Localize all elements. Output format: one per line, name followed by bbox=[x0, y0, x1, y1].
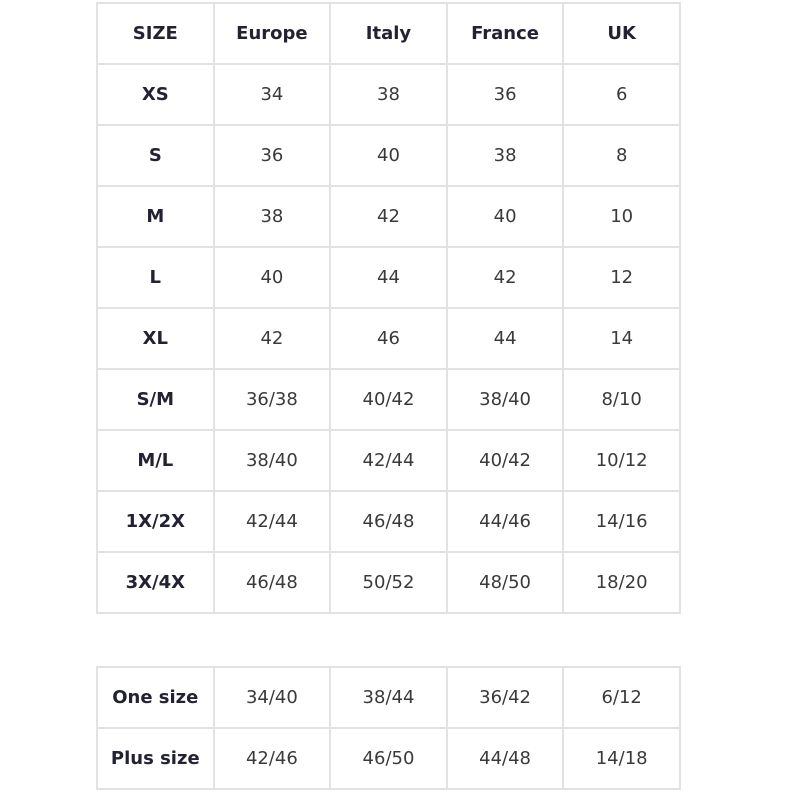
size-value: 10/12 bbox=[562, 429, 681, 492]
size-value: 44 bbox=[329, 246, 448, 309]
size-value: 46 bbox=[329, 307, 448, 370]
table-row: M/L 38/40 42/44 40/42 10/12 bbox=[96, 429, 681, 492]
size-value: 36 bbox=[212, 124, 332, 187]
size-value: 38/40 bbox=[445, 368, 565, 431]
size-value: 44/48 bbox=[445, 727, 565, 790]
size-value: 38 bbox=[212, 185, 332, 248]
size-value: 8 bbox=[562, 124, 681, 187]
size-value: 8/10 bbox=[562, 368, 681, 431]
size-label: S bbox=[96, 124, 215, 187]
table-row: Plus size 42/46 46/50 44/48 14/18 bbox=[96, 727, 681, 790]
size-value: 42/46 bbox=[212, 727, 332, 790]
size-value: 40 bbox=[329, 124, 448, 187]
size-value: 36/42 bbox=[445, 666, 565, 729]
size-value: 36 bbox=[445, 63, 565, 126]
size-label: Plus size bbox=[96, 727, 215, 790]
size-value: 14/16 bbox=[562, 490, 681, 553]
size-value: 44/46 bbox=[445, 490, 565, 553]
size-value: 38 bbox=[329, 63, 448, 126]
size-label: 1X/2X bbox=[96, 490, 215, 553]
size-value: 42 bbox=[212, 307, 332, 370]
column-header: Europe bbox=[212, 2, 332, 65]
table-row: M 38 42 40 10 bbox=[96, 185, 681, 248]
table-row: One size 34/40 38/44 36/42 6/12 bbox=[96, 666, 681, 729]
size-value: 42 bbox=[329, 185, 448, 248]
size-label: L bbox=[96, 246, 215, 309]
size-value: 44 bbox=[445, 307, 565, 370]
table-row: S 36 40 38 8 bbox=[96, 124, 681, 187]
table-header-row: SIZE Europe Italy France UK bbox=[96, 2, 681, 65]
size-value: 38/40 bbox=[212, 429, 332, 492]
size-value: 36/38 bbox=[212, 368, 332, 431]
size-label: One size bbox=[96, 666, 215, 729]
size-value: 40/42 bbox=[445, 429, 565, 492]
size-value: 38 bbox=[445, 124, 565, 187]
table-row: 1X/2X 42/44 46/48 44/46 14/16 bbox=[96, 490, 681, 553]
size-value: 40/42 bbox=[329, 368, 448, 431]
size-value: 6/12 bbox=[562, 666, 681, 729]
size-label: M/L bbox=[96, 429, 215, 492]
size-value: 46/50 bbox=[329, 727, 448, 790]
size-label: S/M bbox=[96, 368, 215, 431]
size-value: 50/52 bbox=[329, 551, 448, 614]
size-label: M bbox=[96, 185, 215, 248]
general-size-table: One size 34/40 38/44 36/42 6/12 Plus size 42/4… bbox=[96, 666, 681, 790]
size-value: 12 bbox=[562, 246, 681, 309]
column-header: France bbox=[445, 2, 565, 65]
size-label: XL bbox=[96, 307, 215, 370]
size-value: 14 bbox=[562, 307, 681, 370]
size-value: 18/20 bbox=[562, 551, 681, 614]
size-value: 46/48 bbox=[212, 551, 332, 614]
size-value: 42/44 bbox=[329, 429, 448, 492]
size-label: XS bbox=[96, 63, 215, 126]
size-value: 6 bbox=[562, 63, 681, 126]
size-value: 42 bbox=[445, 246, 565, 309]
column-header: UK bbox=[562, 2, 681, 65]
column-header: Italy bbox=[329, 2, 448, 65]
table-row: S/M 36/38 40/42 38/40 8/10 bbox=[96, 368, 681, 431]
size-value: 34 bbox=[212, 63, 332, 126]
size-value: 46/48 bbox=[329, 490, 448, 553]
size-value: 48/50 bbox=[445, 551, 565, 614]
size-value: 10 bbox=[562, 185, 681, 248]
size-value: 38/44 bbox=[329, 666, 448, 729]
table-row: L 40 44 42 12 bbox=[96, 246, 681, 309]
size-value: 34/40 bbox=[212, 666, 332, 729]
size-value: 14/18 bbox=[562, 727, 681, 790]
size-conversion-table: SIZE Europe Italy France UK XS 34 38 36 6 S 36 40 38… bbox=[96, 2, 681, 614]
table-row: 3X/4X 46/48 50/52 48/50 18/20 bbox=[96, 551, 681, 614]
size-label: 3X/4X bbox=[96, 551, 215, 614]
table-row: XS 34 38 36 6 bbox=[96, 63, 681, 126]
column-header: SIZE bbox=[96, 2, 215, 65]
size-value: 40 bbox=[445, 185, 565, 248]
size-value: 42/44 bbox=[212, 490, 332, 553]
table-row: XL 42 46 44 14 bbox=[96, 307, 681, 370]
size-value: 40 bbox=[212, 246, 332, 309]
